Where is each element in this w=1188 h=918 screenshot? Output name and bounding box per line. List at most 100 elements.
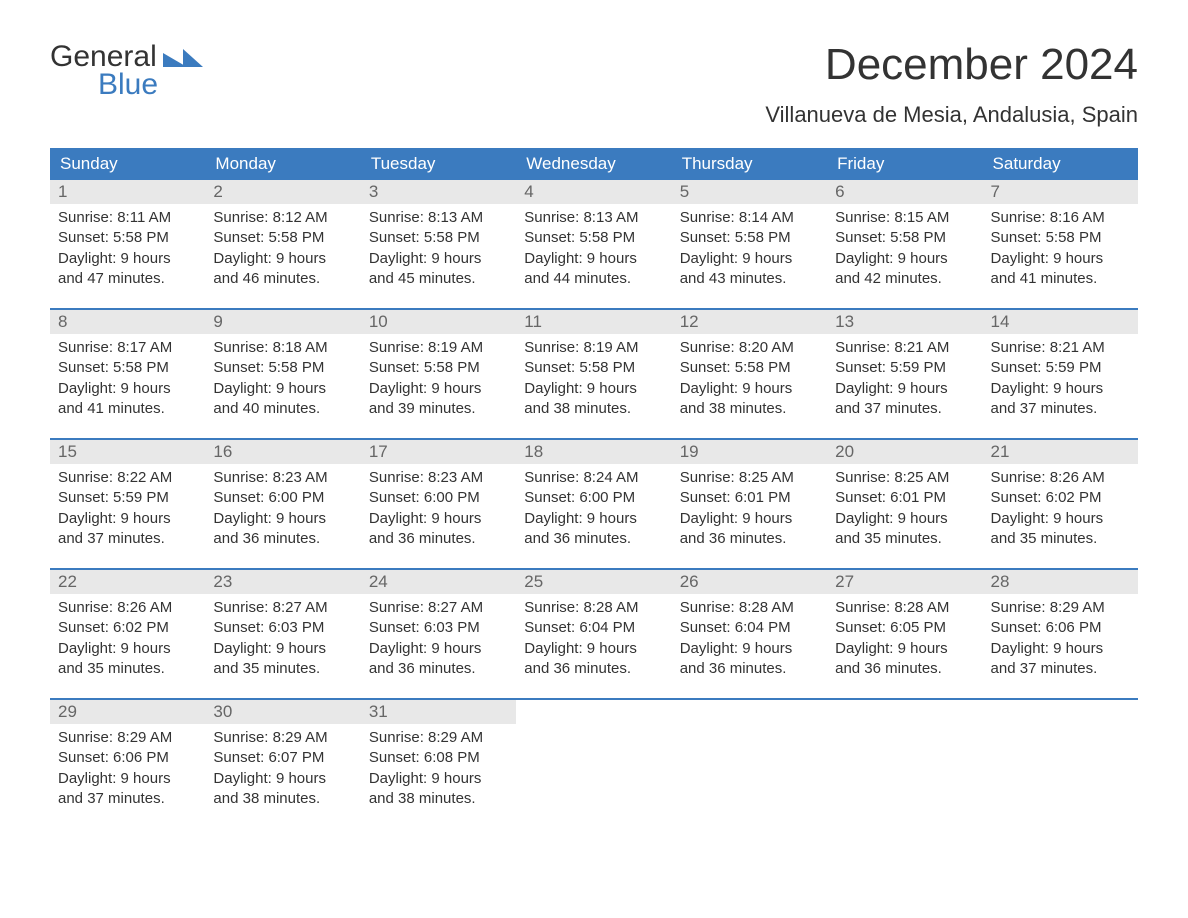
daylight-label: Daylight: [213, 640, 271, 657]
sunset-value: 5:58 PM [579, 359, 635, 376]
day-body: Sunrise: 8:29 AMSunset: 6:06 PMDaylight:… [50, 724, 205, 809]
sunset-label: Sunset: [680, 229, 731, 246]
daylight-label: Daylight: [835, 250, 893, 267]
sunset-value: 6:01 PM [735, 489, 791, 506]
sunset-value: 6:04 PM [735, 619, 791, 636]
title-block: December 2024 Villanueva de Mesia, Andal… [765, 40, 1138, 128]
sunrise-value: 8:28 AM [894, 599, 949, 616]
sunset-value: 6:00 PM [424, 489, 480, 506]
day-body: Sunrise: 8:25 AMSunset: 6:01 PMDaylight:… [672, 464, 827, 549]
day-body: Sunrise: 8:21 AM Sunset: 5:59 PM Daylight:… [827, 334, 982, 419]
calendar-day: 25Sunrise: 8:28 AMSunset: 6:04 PMDayligh… [516, 570, 671, 698]
sunset-label: Sunset: [369, 749, 420, 766]
sunset-line: Sunset: 6:03 PM [213, 618, 352, 638]
day-header: Sunday [50, 148, 205, 180]
day-body: Sunrise: 8:19 AMSunset: 5:58 PMDaylight:… [516, 334, 671, 419]
daylight-line: Daylight: 9 hours and 44 minutes. [524, 249, 663, 290]
sunset-label: Sunset: [680, 489, 731, 506]
sunset-value: 5:58 PM [268, 359, 324, 376]
sunset-label: Sunset: [680, 359, 731, 376]
daylight-label: Daylight: [369, 510, 427, 527]
sunset-label: Sunset: [680, 619, 731, 636]
sunset-value: 6:06 PM [1046, 619, 1102, 636]
sunset-line: Sunset: 6:03 PM [369, 618, 508, 638]
calendar-day: 18Sunrise: 8:24 AMSunset: 6:00 PMDayligh… [516, 440, 671, 568]
daylight-label: Daylight: [369, 640, 427, 657]
daylight-line: Daylight: 9 hours and 38 minutes. [369, 769, 508, 810]
day-body: Sunrise: 8:29 AMSunset: 6:07 PMDaylight:… [205, 724, 360, 809]
day-body: Sunrise: 8:16 AMSunset: 5:58 PMDaylight:… [983, 204, 1138, 289]
day-number [983, 700, 1138, 724]
sunrise-label: Sunrise: [58, 599, 113, 616]
daylight-label: Daylight: [369, 770, 427, 787]
calendar-day: 31Sunrise: 8:29 AMSunset: 6:08 PMDayligh… [361, 700, 516, 828]
sunset-line: Sunset: 6:00 PM [369, 488, 508, 508]
sunrise-line: Sunrise: 8:28 AM [680, 598, 819, 618]
sunset-line: Sunset: 5:59 PM [835, 358, 974, 378]
daylight-line: Daylight: 9 hours and 35 minutes. [991, 509, 1130, 550]
daylight-line: Daylight: 9 hours and 36 minutes. [835, 639, 974, 680]
sunrise-label: Sunrise: [369, 209, 424, 226]
daylight-line: Daylight: 9 hours and 38 minutes. [213, 769, 352, 810]
sunset-label: Sunset: [835, 489, 886, 506]
sunrise-line: Sunrise: 8:23 AM [213, 468, 352, 488]
calendar-day [827, 700, 982, 828]
calendar: SundayMondayTuesdayWednesdayThursdayFrid… [50, 148, 1138, 828]
sunrise-value: 8:19 AM [583, 339, 638, 356]
day-body: Sunrise: 8:20 AMSunset: 5:58 PMDaylight:… [672, 334, 827, 419]
sunset-value: 5:58 PM [424, 229, 480, 246]
sunset-label: Sunset: [991, 619, 1042, 636]
daylight-label: Daylight: [58, 770, 116, 787]
sunset-label: Sunset: [524, 359, 575, 376]
sunrise-label: Sunrise: [991, 599, 1046, 616]
sunrise-line: Sunrise: 8:29 AM [991, 598, 1130, 618]
sunrise-label: Sunrise: [369, 469, 424, 486]
sunrise-label: Sunrise: [213, 469, 268, 486]
day-number: 20 [827, 440, 982, 464]
daylight-label: Daylight: [680, 640, 738, 657]
day-body: Sunrise: 8:27 AMSunset: 6:03 PMDaylight:… [361, 594, 516, 679]
calendar-day: 3Sunrise: 8:13 AMSunset: 5:58 PMDaylight… [361, 180, 516, 308]
sunrise-line: Sunrise: 8:16 AM [991, 208, 1130, 228]
sunrise-value: 8:25 AM [894, 469, 949, 486]
location: Villanueva de Mesia, Andalusia, Spain [765, 102, 1138, 128]
sunrise-value: 8:16 AM [1050, 209, 1105, 226]
day-number: 27 [827, 570, 982, 594]
sunset-label: Sunset: [835, 619, 886, 636]
daylight-label: Daylight: [835, 510, 893, 527]
daylight-label: Daylight: [58, 250, 116, 267]
sunset-value: 6:07 PM [268, 749, 324, 766]
sunrise-value: 8:20 AM [739, 339, 794, 356]
sunrise-line: Sunrise: 8:15 AM [835, 208, 974, 228]
sunrise-line: Sunrise: 8:18 AM [213, 338, 352, 358]
sunrise-label: Sunrise: [835, 339, 890, 356]
sunrise-value: 8:29 AM [273, 729, 328, 746]
sunset-line: Sunset: 6:08 PM [369, 748, 508, 768]
day-body: Sunrise: 8:29 AMSunset: 6:06 PMDaylight:… [983, 594, 1138, 679]
sunset-label: Sunset: [213, 619, 264, 636]
daylight-label: Daylight: [680, 510, 738, 527]
daylight-line: Daylight: 9 hours and 41 minutes. [58, 379, 197, 420]
sunset-line: Sunset: 5:58 PM [680, 358, 819, 378]
sunset-label: Sunset: [213, 359, 264, 376]
daylight-label: Daylight: [835, 380, 893, 397]
day-number: 23 [205, 570, 360, 594]
daylight-line: Daylight: 9 hours and 43 minutes. [680, 249, 819, 290]
sunrise-value: 8:26 AM [1050, 469, 1105, 486]
sunrise-line: Sunrise: 8:17 AM [58, 338, 197, 358]
sunset-label: Sunset: [58, 619, 109, 636]
sunrise-value: 8:23 AM [273, 469, 328, 486]
sunrise-label: Sunrise: [58, 729, 113, 746]
daylight-line: Daylight: 9 hours and 39 minutes. [369, 379, 508, 420]
sunrise-line: Sunrise: 8:29 AM [369, 728, 508, 748]
calendar-week: 29Sunrise: 8:29 AMSunset: 6:06 PMDayligh… [50, 698, 1138, 828]
calendar-day: 26Sunrise: 8:28 AMSunset: 6:04 PMDayligh… [672, 570, 827, 698]
day-number: 16 [205, 440, 360, 464]
sunrise-value: 8:28 AM [739, 599, 794, 616]
sunrise-value: 8:21 AM [894, 339, 949, 356]
day-body: Sunrise: 8:28 AMSunset: 6:04 PMDaylight:… [516, 594, 671, 679]
sunset-line: Sunset: 6:00 PM [213, 488, 352, 508]
sunrise-label: Sunrise: [680, 469, 735, 486]
sunset-value: 5:58 PM [1046, 229, 1102, 246]
day-header: Monday [205, 148, 360, 180]
